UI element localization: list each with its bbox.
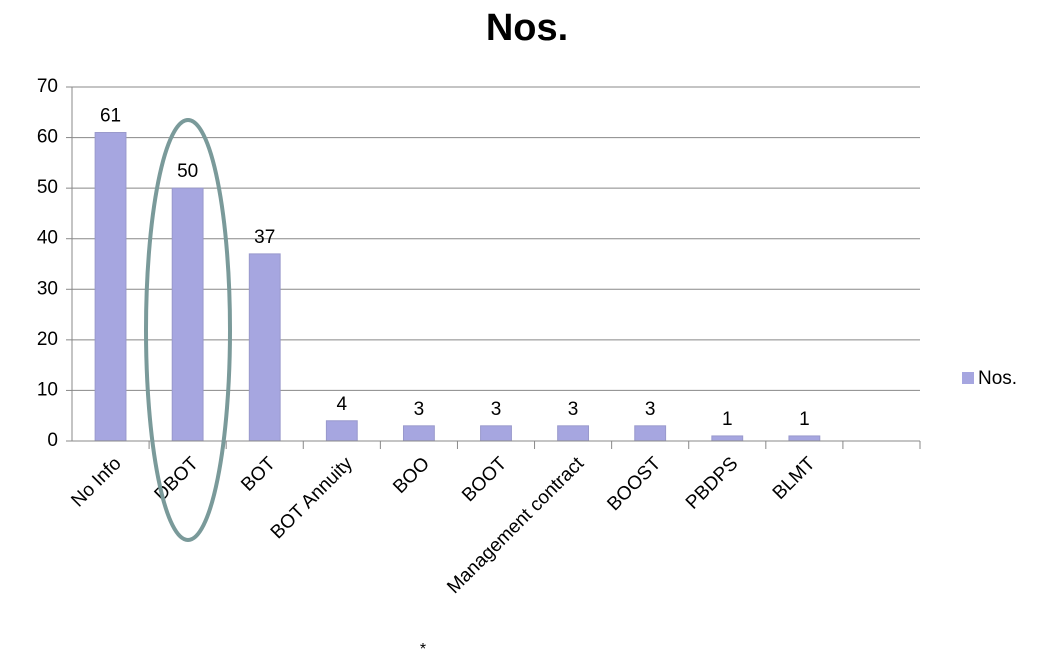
highlight-ellipse xyxy=(144,118,232,542)
y-tick-label: 20 xyxy=(37,329,58,350)
y-tick-label: 10 xyxy=(37,379,58,400)
x-tick-label: No Info xyxy=(67,453,125,511)
bar xyxy=(480,425,512,442)
bar xyxy=(634,425,667,442)
bar xyxy=(325,420,358,442)
chart-title: Nos. xyxy=(486,7,568,49)
y-tick-label: 50 xyxy=(37,177,58,198)
legend-label: Nos. xyxy=(978,368,1017,389)
bar xyxy=(402,425,435,442)
x-tick-label: BOT xyxy=(237,453,280,496)
data-label: 37 xyxy=(254,227,275,248)
bar xyxy=(711,435,744,442)
x-tick-label: BOO xyxy=(389,453,434,498)
bar xyxy=(557,425,590,442)
bar xyxy=(94,132,127,442)
data-label: 3 xyxy=(414,399,425,420)
y-tick-label: 70 xyxy=(37,76,58,97)
data-label: 3 xyxy=(491,399,502,420)
x-tick-label: BOOST xyxy=(603,453,665,515)
data-label: 3 xyxy=(568,399,579,420)
x-tick-label: PBDPS xyxy=(682,453,742,513)
data-label: 61 xyxy=(100,106,121,127)
annotation: * xyxy=(420,641,426,658)
x-tick-label: Management contract xyxy=(443,453,588,598)
data-label: 4 xyxy=(337,394,348,415)
data-label: 1 xyxy=(799,409,810,430)
x-tick-label: BOT Annuity xyxy=(267,453,357,543)
x-tick-label: BLMT xyxy=(769,453,820,504)
data-label: 1 xyxy=(722,409,733,430)
y-tick-label: 30 xyxy=(37,278,58,299)
y-tick-label: 40 xyxy=(37,228,58,249)
data-label: 3 xyxy=(645,399,656,420)
legend-swatch xyxy=(962,372,974,384)
bar xyxy=(788,435,821,442)
bar xyxy=(248,253,281,442)
y-tick-label: 60 xyxy=(37,127,58,148)
x-tick-label: BOOT xyxy=(458,453,511,506)
bar xyxy=(171,187,204,442)
data-label: 50 xyxy=(177,161,198,182)
y-tick-label: 0 xyxy=(47,430,58,451)
